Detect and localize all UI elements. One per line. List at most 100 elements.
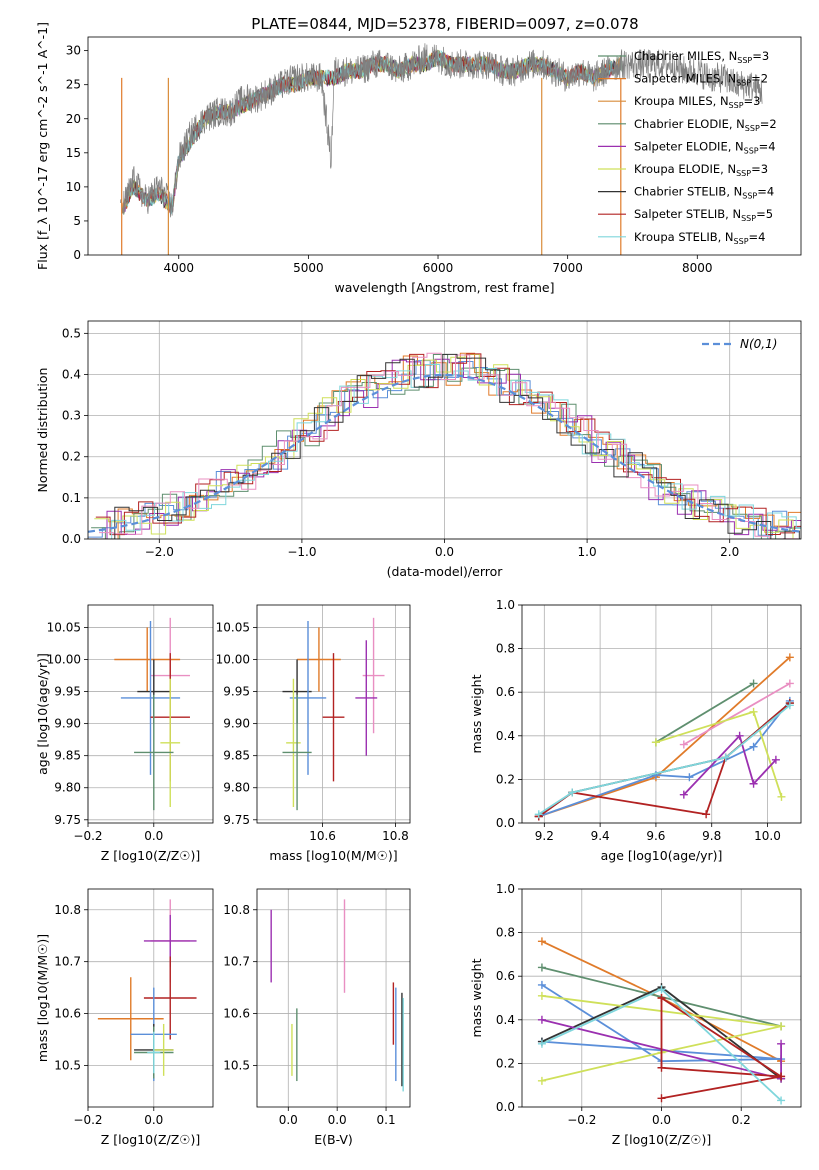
- y-axis-label: age [log10(age/yr)]: [35, 653, 50, 775]
- mass-weight-line: [538, 700, 791, 818]
- y-tick-label: 0.4: [62, 367, 81, 381]
- residual-histogram: [92, 358, 801, 539]
- plot-area: [97, 899, 197, 1082]
- data-point-marker: [679, 740, 688, 749]
- legend-label: N(0,1): [740, 337, 777, 351]
- mass-vs-ebv-panel: 0.0 0.0 0.1 10.5 10.6 10.7 10.8 E(B-V): [223, 888, 411, 1147]
- data-point-marker: [785, 679, 794, 688]
- data-point-marker: [721, 753, 730, 762]
- legend-label: Kroupa ELODIE, NSSP=3: [634, 162, 768, 178]
- y-tick-label: 0.2: [62, 450, 81, 464]
- observed-spectrum-line: [120, 43, 763, 218]
- x-tick-label: 7000: [552, 261, 583, 275]
- legend-label-count: =4: [749, 230, 766, 244]
- y-tick-label: 0.6: [496, 685, 515, 699]
- axes-frame: [521, 888, 802, 1108]
- mass-weight-line: [683, 682, 791, 746]
- y-tick-label: 10.00: [47, 653, 81, 667]
- axes-frame: [87, 320, 802, 540]
- axes-frame: [256, 604, 411, 824]
- data-point-marker: [657, 1063, 666, 1072]
- residual-histogram: [100, 353, 801, 539]
- y-tick-label: 10.05: [47, 620, 81, 634]
- y-tick-label: 9.80: [223, 781, 250, 795]
- legend-label-subscript: SSP: [729, 101, 744, 110]
- y-tick-label: 9.75: [223, 813, 250, 827]
- y-tick-label: 9.90: [54, 717, 81, 731]
- data-point-marker: [749, 742, 758, 751]
- legend-label: Salpeter ELODIE, NSSP=4: [634, 139, 776, 155]
- y-tick-label: 15: [66, 146, 81, 160]
- data-point-marker: [771, 755, 780, 764]
- x-tick-label: 2.0: [720, 545, 739, 559]
- residual-histogram: [89, 352, 801, 539]
- y-tick-label: 10: [66, 180, 81, 194]
- x-tick-label: 0.0: [144, 1113, 163, 1127]
- plot-area: [282, 617, 385, 811]
- y-tick-label: 9.85: [54, 749, 81, 763]
- data-point-marker: [749, 779, 758, 788]
- x-axis-label: Z [log10(Z/Z☉)]: [101, 848, 201, 863]
- y-tick-label: 25: [66, 78, 81, 92]
- data-point-marker: [749, 679, 758, 688]
- y-tick-label: 10.8: [223, 903, 250, 917]
- legend-label-count: =3: [744, 94, 761, 108]
- legend-label-subscript: SSP: [742, 192, 757, 201]
- y-axis-label: Flux [f_λ 10^-17 erg cm^-2 s^-1 A^-1]: [35, 22, 50, 270]
- y-tick-label: 9.80: [54, 781, 81, 795]
- data-point-marker: [537, 980, 546, 989]
- x-tick-label: −0.2: [73, 1113, 102, 1127]
- plot-area: [114, 617, 190, 811]
- legend-label-subscript: SSP: [745, 124, 760, 133]
- data-point-marker: [777, 792, 786, 801]
- y-tick-label: 9.95: [223, 685, 250, 699]
- x-tick-label: 0.0: [328, 1113, 347, 1127]
- legend-label: Salpeter MILES, NSSP=2: [634, 72, 768, 88]
- spectrum-panel: 4000 5000 6000 7000 8000 0 5 10 15 20 25 30 waveleng…: [35, 22, 802, 295]
- mass-weight-vs-age-panel: 9.2 9.4 9.6 9.8 10.0 0.0 0.2 0.4 0.6 0.8 1.0 age [l…: [469, 598, 802, 863]
- x-tick-label: 0.0: [652, 1113, 671, 1127]
- x-tick-label: 5000: [293, 261, 324, 275]
- x-tick-label: −0.2: [73, 829, 102, 843]
- x-tick-label: 9.4: [591, 829, 610, 843]
- mass-weight-vs-metallicity-panel: −0.2 0.0 0.2 0.0 0.2 0.4 0.6 0.8 1.0 Z [log10(Z/Z…: [469, 882, 802, 1147]
- data-point-marker: [537, 1076, 546, 1085]
- data-point-marker: [685, 773, 694, 782]
- x-axis-label: wavelength [Angstrom, rest frame]: [334, 280, 554, 295]
- data-point-marker: [537, 963, 546, 972]
- y-tick-label: 0.4: [496, 729, 515, 743]
- x-axis-label: Z [log10(Z/Z☉)]: [101, 1132, 201, 1147]
- x-tick-label: 10.0: [754, 829, 781, 843]
- y-tick-label: 9.95: [54, 685, 81, 699]
- data-point-marker: [651, 771, 660, 780]
- plot-area: [537, 937, 786, 1105]
- x-tick-label: 0.1: [377, 1113, 396, 1127]
- x-tick-label: 1.0: [578, 545, 597, 559]
- x-axis-label: mass [log10(M/M☉)]: [269, 848, 397, 863]
- plot-area: [270, 899, 404, 1092]
- x-axis-label: (data-model)/error: [387, 564, 504, 579]
- y-tick-label: 10.5: [54, 1058, 81, 1072]
- data-point-marker: [534, 810, 543, 819]
- data-point-marker: [537, 1039, 546, 1048]
- y-tick-label: 10.7: [223, 955, 250, 969]
- y-axis-label: mass weight: [469, 958, 484, 1037]
- legend-label-subscript: SSP: [736, 169, 751, 178]
- plot-area: [88, 352, 801, 539]
- axes-frame: [87, 36, 802, 256]
- normal-distribution-curve: [88, 373, 801, 533]
- y-tick-label: 9.75: [54, 813, 81, 827]
- y-tick-label: 9.90: [223, 717, 250, 731]
- data-point-marker: [777, 1096, 786, 1105]
- data-point-marker: [568, 788, 577, 797]
- y-tick-label: 0.0: [62, 532, 81, 546]
- data-point-marker: [735, 731, 744, 740]
- y-tick-label: 9.85: [223, 749, 250, 763]
- data-point-marker: [777, 1022, 786, 1031]
- legend-label: Kroupa STELIB, NSSP=4: [634, 230, 765, 246]
- legend-label-subscript: SSP: [741, 214, 756, 223]
- legend: N(0,1): [702, 337, 777, 351]
- axes-frame: [521, 604, 802, 824]
- legend-label-count: =2: [751, 72, 768, 86]
